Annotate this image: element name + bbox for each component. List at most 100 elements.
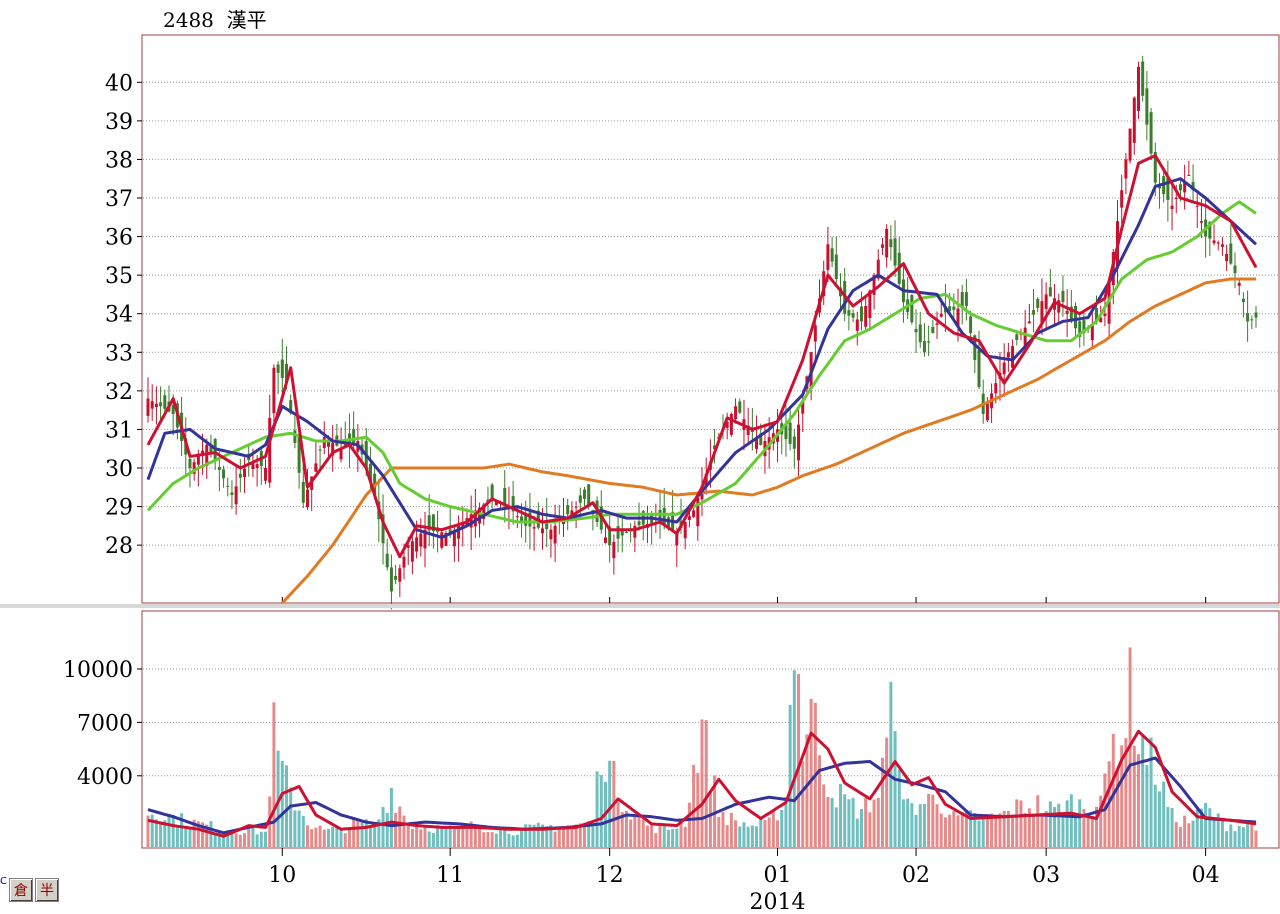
volume-bar-up	[1111, 733, 1115, 847]
volume-bar-up	[419, 829, 423, 847]
volume-bar-down	[339, 828, 343, 847]
volume-bar-up	[956, 815, 960, 847]
volume-bar-down	[855, 818, 859, 847]
panel-separator[interactable]	[0, 604, 1280, 608]
candle-body-up	[876, 259, 880, 279]
candle-body-up	[1027, 321, 1031, 324]
volume-bar-up	[1132, 745, 1136, 847]
volume-bar-down	[784, 797, 788, 847]
candle-body-up	[801, 400, 805, 414]
warehouse-button[interactable]: 倉	[9, 878, 33, 902]
volume-bar-down	[180, 813, 184, 847]
candle-body-up	[813, 325, 817, 342]
volume-bar-down	[154, 819, 158, 847]
price-tick-label: 33	[105, 341, 133, 366]
candle-body-up	[255, 464, 259, 469]
volume-bar-up	[1254, 830, 1258, 847]
candle-body-up	[956, 308, 960, 327]
candle-body-down	[931, 326, 935, 333]
volume-bar-down	[213, 832, 217, 847]
candle-body-up	[150, 401, 154, 409]
volume-bar-down	[326, 828, 330, 847]
volume-bar-up	[771, 810, 775, 847]
volume-bar-up	[683, 826, 687, 847]
volume-bar-down	[1191, 820, 1195, 847]
volume-bar-up	[402, 815, 406, 847]
candle-body-up	[482, 504, 486, 519]
candle-body-down	[490, 484, 494, 499]
volume-bar-up	[717, 816, 721, 847]
volume-bar-down	[549, 825, 553, 847]
candle-body-up	[633, 525, 637, 538]
candle-body-down	[318, 449, 322, 451]
candle-body-down	[285, 363, 288, 384]
volume-bar-up	[1136, 754, 1140, 847]
candle-body-down	[713, 445, 717, 450]
candle-body-down	[1061, 290, 1065, 303]
candle-body-down	[582, 489, 586, 499]
candle-body-up	[994, 383, 998, 394]
volume-bar-up	[964, 809, 968, 847]
volume-bar-down	[1141, 735, 1145, 847]
volume-bar-down	[1145, 765, 1149, 847]
price-tick-label: 40	[105, 71, 133, 96]
candle-body-down	[969, 316, 973, 333]
volume-bar-down	[1053, 807, 1057, 847]
volume-bar-up	[797, 674, 801, 847]
candle-body-up	[515, 516, 519, 518]
volume-bar-up	[704, 720, 708, 847]
price-tick-label: 39	[105, 110, 133, 135]
candle-body-up	[154, 403, 158, 408]
volume-bar-up	[1187, 823, 1191, 847]
candle-body-down	[222, 469, 226, 479]
volume-bar-down	[847, 799, 851, 847]
volume-tick-label: 10000	[63, 658, 133, 683]
volume-bar-up	[553, 831, 557, 847]
volume-bar-down	[1065, 800, 1069, 847]
volume-bar-up	[570, 825, 574, 847]
candle-body-down	[834, 254, 838, 279]
volume-bar-up	[1002, 811, 1006, 847]
volume-bar-up	[616, 801, 620, 847]
candle-body-up	[268, 417, 272, 483]
half-button[interactable]: 半	[35, 878, 59, 902]
candle-body-up	[1237, 282, 1241, 286]
volume-bar-down	[515, 834, 519, 847]
volume-bar-up	[1006, 810, 1010, 847]
candle-body-down	[431, 514, 435, 531]
candle-body-up	[1124, 159, 1128, 179]
candle-body-up	[935, 323, 939, 325]
volume-bar-up	[998, 813, 1002, 847]
candle-body-down	[620, 529, 624, 536]
volume-bar-up	[1011, 817, 1015, 847]
volume-bar-up	[234, 833, 238, 847]
volume-bar-down	[297, 810, 301, 847]
candle-body-down	[1208, 222, 1212, 239]
candle-body-up	[251, 462, 255, 469]
volume-bar-up	[192, 819, 196, 847]
volume-bar-up	[935, 804, 939, 847]
volume-bar-down	[226, 831, 230, 847]
volume-bar-up	[700, 719, 704, 847]
month-label: 03	[1032, 863, 1060, 888]
candle-body-down	[230, 492, 234, 495]
candle-body-down	[389, 567, 393, 592]
candle-body-down	[608, 526, 612, 546]
volume-ma5-line	[147, 729, 1257, 838]
volume-bar-up	[687, 802, 691, 847]
candle-body-down	[1246, 313, 1250, 322]
candle-body-down	[385, 553, 389, 568]
volume-bar-down	[431, 833, 435, 847]
volume-bar-down	[1246, 821, 1250, 847]
stock-name: 漢平	[226, 8, 267, 32]
candle-body-up	[549, 529, 553, 540]
volume-bar-up	[490, 832, 494, 847]
volume-bar-up	[868, 812, 872, 847]
candle-body-down	[960, 292, 964, 308]
candle-body-down	[503, 487, 507, 505]
month-label: 01	[764, 863, 792, 888]
candle-body-down	[964, 292, 968, 306]
volume-bar-down	[524, 824, 528, 847]
volume-bar-down	[528, 824, 532, 847]
volume-bar-down	[742, 822, 746, 847]
